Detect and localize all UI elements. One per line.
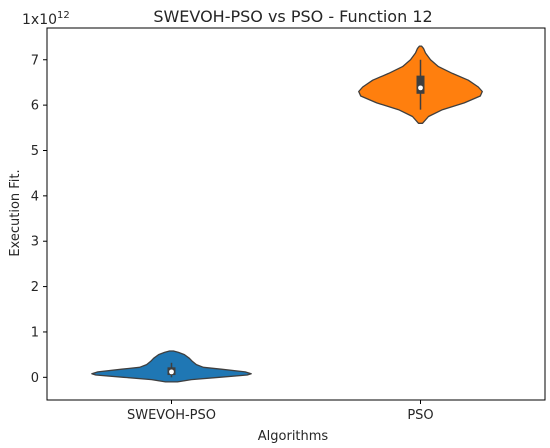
y-tick-label-4: 4	[31, 189, 39, 204]
y-tick-label-3: 3	[31, 235, 39, 250]
iqr-box-1	[416, 75, 425, 94]
y-tick-label-5: 5	[31, 144, 39, 159]
x-axis-label: Algorithms	[258, 429, 329, 444]
y-axis-label: Execution Fit.	[8, 169, 23, 256]
y-tick-label-7: 7	[31, 53, 39, 68]
x-tick-label-0: SWEVOH-PSO	[127, 408, 216, 423]
median-marker-0	[169, 369, 174, 375]
y-tick-label-1: 1	[31, 325, 39, 340]
y-multiplier: 1x1012	[22, 10, 70, 28]
y-tick-label-0: 0	[31, 371, 39, 386]
y-tick-label-2: 2	[31, 280, 39, 295]
plot-area: 0 1 2 3 4 5 6 7 SWEVOH-PSO PSO	[31, 27, 546, 423]
axes-frame	[46, 27, 546, 401]
y-tick-label-6: 6	[31, 99, 39, 114]
y-multiplier-exponent: 12	[57, 10, 70, 21]
median-marker-1	[418, 85, 423, 91]
y-multiplier-base: 1x10	[22, 12, 57, 28]
x-tick-label-1: PSO	[407, 408, 433, 423]
chart-title: SWEVOH-PSO vs PSO - Function 12	[153, 7, 432, 26]
